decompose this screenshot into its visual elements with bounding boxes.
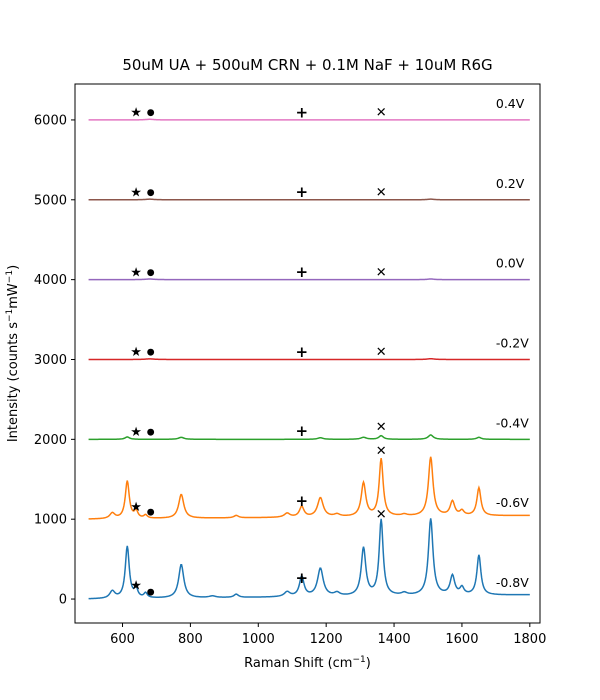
peak-marker: ✕	[376, 345, 387, 360]
series-line--0.2V	[88, 357, 530, 361]
peak-marker: ✕	[376, 507, 387, 522]
peak-marker: ★	[130, 345, 142, 360]
plot-area-frame	[74, 83, 541, 624]
peak-marker: ●	[147, 348, 155, 358]
y-tick-label: 6000	[34, 113, 67, 128]
peak-marker: ✕	[376, 265, 387, 280]
y-tick-label: 5000	[34, 193, 67, 208]
peak-marker: ✕	[376, 185, 387, 200]
voltage-label: -0.6V	[496, 495, 529, 510]
peak-marker: ✕	[376, 420, 387, 435]
x-axis-ticks: 600 800 1000 1200 1400 1600 1800	[110, 623, 546, 647]
x-axis-label: Raman Shift (cm−1)	[244, 655, 371, 671]
series-line-0.4V	[88, 118, 530, 121]
voltage-label: -0.8V	[496, 575, 529, 590]
y-tick-label: 4000	[34, 273, 67, 288]
series-line--0.8V	[88, 518, 530, 600]
peak-marker: ●	[147, 428, 155, 438]
series-line--0.4V	[88, 434, 530, 441]
peak-marker: +	[295, 103, 308, 121]
x-tick-label: 1200	[310, 632, 343, 647]
voltage-label: 0.2V	[496, 176, 525, 191]
y-tick-label: 2000	[34, 433, 67, 448]
peak-marker: ★	[130, 578, 142, 593]
peak-marker: ★	[130, 185, 142, 200]
voltage-label-layer: 0.4V 0.2V 0.0V -0.2V -0.4V -0.6V -0.8V	[496, 96, 529, 590]
voltage-label: -0.4V	[496, 415, 529, 430]
peak-marker: ★	[130, 500, 142, 515]
peak-marker: ●	[147, 587, 155, 597]
series-line--0.6V	[88, 456, 530, 520]
x-tick-label: 1800	[513, 632, 546, 647]
y-tick-label: 0	[59, 593, 67, 608]
peak-marker: +	[295, 263, 308, 281]
y-axis-label: Intensity (counts s−1mW−1)	[5, 265, 21, 442]
x-tick-label: 800	[178, 632, 203, 647]
series-line-0.2V	[88, 198, 530, 201]
y-tick-label: 3000	[34, 353, 67, 368]
peak-marker: ●	[147, 188, 155, 198]
series-line-0.0V	[88, 278, 530, 281]
peak-marker: ★	[130, 106, 142, 121]
marker-layer: ★ ● + ✕ ★ ● + ✕ ★ ● + ✕ ★ ● + ✕ ★ ● + ✕ ★ ● + ✕ ✕ ★ ● +	[130, 103, 386, 597]
peak-marker: ●	[147, 268, 155, 278]
peak-marker: ★	[130, 425, 142, 440]
peak-marker: +	[295, 422, 308, 440]
peak-marker: ●	[147, 108, 155, 118]
x-tick-label: 1600	[445, 632, 478, 647]
peak-marker: ●	[147, 507, 155, 517]
series-layer	[88, 118, 530, 600]
peak-marker: +	[295, 183, 308, 201]
peak-marker: ★	[130, 265, 142, 280]
peak-marker: ✕	[376, 106, 387, 121]
peak-marker: +	[295, 343, 308, 361]
voltage-label: -0.2V	[496, 336, 529, 351]
chart-title: 50uM UA + 500uM CRN + 0.1M NaF + 10uM R6…	[122, 56, 492, 74]
x-tick-label: 1000	[242, 632, 275, 647]
y-tick-label: 1000	[34, 513, 67, 528]
peak-marker: ✕	[376, 444, 387, 459]
peak-marker: +	[295, 492, 308, 510]
voltage-label: 0.0V	[496, 256, 525, 271]
x-tick-label: 600	[110, 632, 135, 647]
voltage-label: 0.4V	[496, 96, 525, 111]
x-tick-label: 1400	[378, 632, 411, 647]
y-axis-ticks: 0 1000 2000 3000 4000 5000 6000	[34, 113, 75, 608]
peak-marker: +	[295, 569, 308, 587]
